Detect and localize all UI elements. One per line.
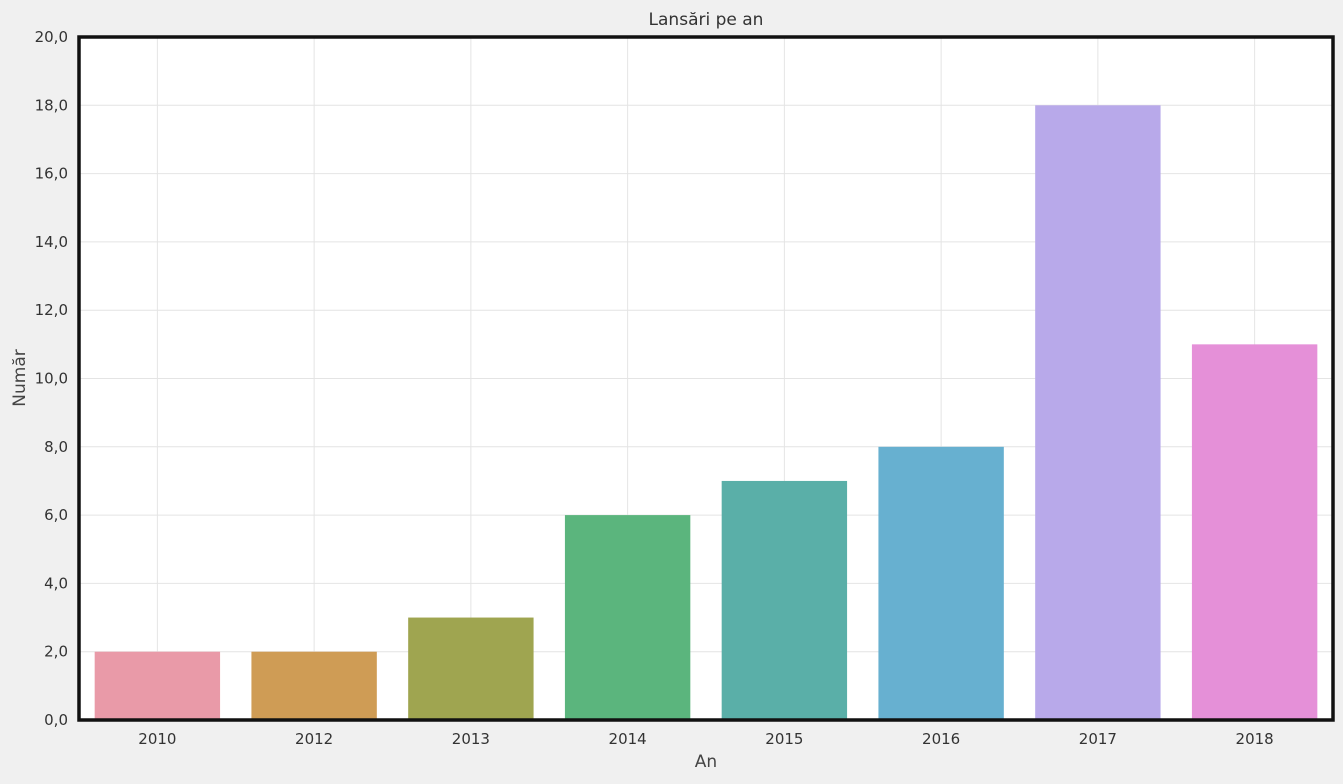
bar-2010: [94, 651, 221, 720]
x-tick-label: 2013: [452, 730, 490, 748]
y-tick-label: 16,0: [35, 165, 68, 183]
y-tick-label: 12,0: [35, 301, 68, 319]
bar-2016: [878, 446, 1004, 720]
x-tick-label: 2014: [609, 730, 647, 748]
bar-2012: [251, 651, 377, 720]
bars: [94, 105, 1318, 721]
bar-2018: [1191, 344, 1318, 720]
y-axis-label: Număr: [10, 349, 30, 406]
x-tick-label: 2010: [138, 730, 176, 748]
x-tick-label: 2015: [765, 730, 803, 748]
y-tick-label: 4,0: [44, 574, 68, 592]
x-tick-label: 2017: [1079, 730, 1117, 748]
y-tick-label: 18,0: [35, 96, 68, 114]
x-tick-label: 2018: [1236, 730, 1274, 748]
bar-2015: [721, 480, 848, 720]
y-tick-label: 14,0: [35, 233, 68, 251]
x-tick-label: 2012: [295, 730, 333, 748]
bar-2013: [408, 617, 534, 720]
y-tick-label: 2,0: [44, 643, 68, 661]
chart-title: Lansări pe an: [649, 10, 764, 30]
y-tick-label: 10,0: [35, 370, 68, 388]
y-tick-label: 0,0: [44, 711, 68, 729]
x-axis-label: An: [695, 752, 717, 772]
x-tick-labels: 2010 2012 2013 2014 2015 2016 2017 2018: [138, 730, 1273, 748]
x-tick-label: 2016: [922, 730, 960, 748]
plot-frame: [77, 35, 1335, 722]
y-tick-label: 8,0: [44, 438, 68, 456]
y-tick-labels: 0,0 2,0 4,0 6,0 8,0 10,0 12,0 14,0 16,0 18,0 20,0: [35, 28, 68, 729]
bar-2017: [1035, 105, 1161, 721]
bar-2014: [564, 515, 691, 720]
y-tick-label: 6,0: [44, 506, 68, 524]
y-tick-label: 20,0: [35, 28, 68, 46]
